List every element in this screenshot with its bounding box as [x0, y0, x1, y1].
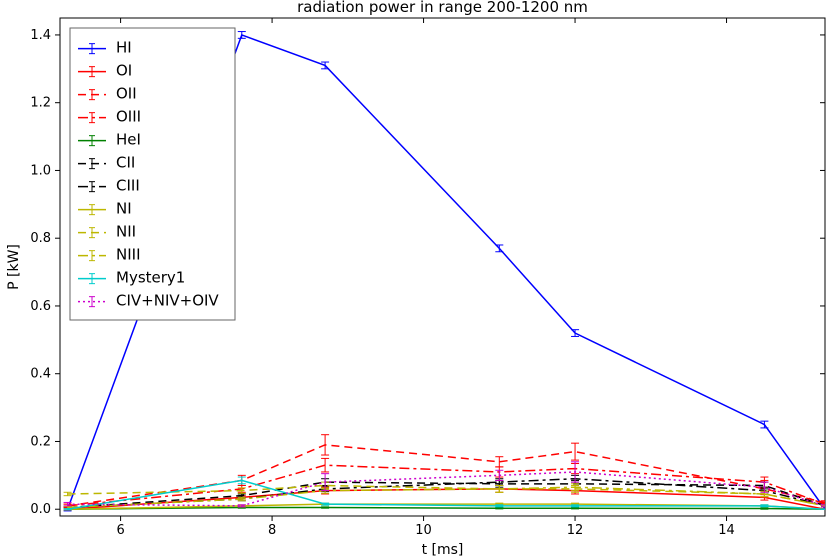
x-tick-label: 14: [718, 523, 735, 538]
y-tick-label: 1.2: [30, 96, 51, 111]
y-axis-label: P [kW]: [6, 244, 22, 290]
legend-label: HI: [116, 39, 132, 57]
legend-label: NII: [116, 223, 136, 241]
y-tick-label: 1.4: [30, 28, 51, 43]
y-tick-label: 0.6: [30, 299, 51, 314]
chart-svg: 6 8 10 12 14 0.0 0.2 0.4 0.6 0.8 1.0 1.2 1.4 t [ms] P …: [0, 0, 837, 556]
legend-label: OI: [116, 62, 132, 80]
chart-container: 6 8 10 12 14 0.0 0.2 0.4 0.6 0.8 1.0 1.2 1.4 t [ms] P …: [0, 0, 837, 556]
chart-title: radiation power in range 200-1200 nm: [297, 0, 588, 16]
legend-label: OII: [116, 85, 137, 103]
y-tick-label: 0.8: [30, 231, 51, 246]
y-tick-label: 0.4: [30, 367, 51, 382]
y-tick-label: 0.0: [30, 502, 51, 517]
legend-label: CIII: [116, 177, 140, 195]
legend-label: CIV+NIV+OIV: [116, 292, 219, 310]
legend-label: HeI: [116, 131, 141, 149]
legend-label: Mystery1: [116, 269, 185, 287]
x-tick-label: 6: [116, 523, 124, 538]
y-tick-label: 0.2: [30, 434, 51, 449]
x-tick-label: 8: [268, 523, 276, 538]
x-tick-label: 12: [567, 523, 584, 538]
x-axis-label: t [ms]: [422, 542, 464, 556]
legend-label: NIII: [116, 246, 141, 264]
legend-label: OIII: [116, 108, 141, 126]
legend-label: CII: [116, 154, 135, 172]
y-tick-label: 1.0: [30, 163, 51, 178]
x-tick-label: 10: [415, 523, 432, 538]
legend-label: NI: [116, 200, 132, 218]
